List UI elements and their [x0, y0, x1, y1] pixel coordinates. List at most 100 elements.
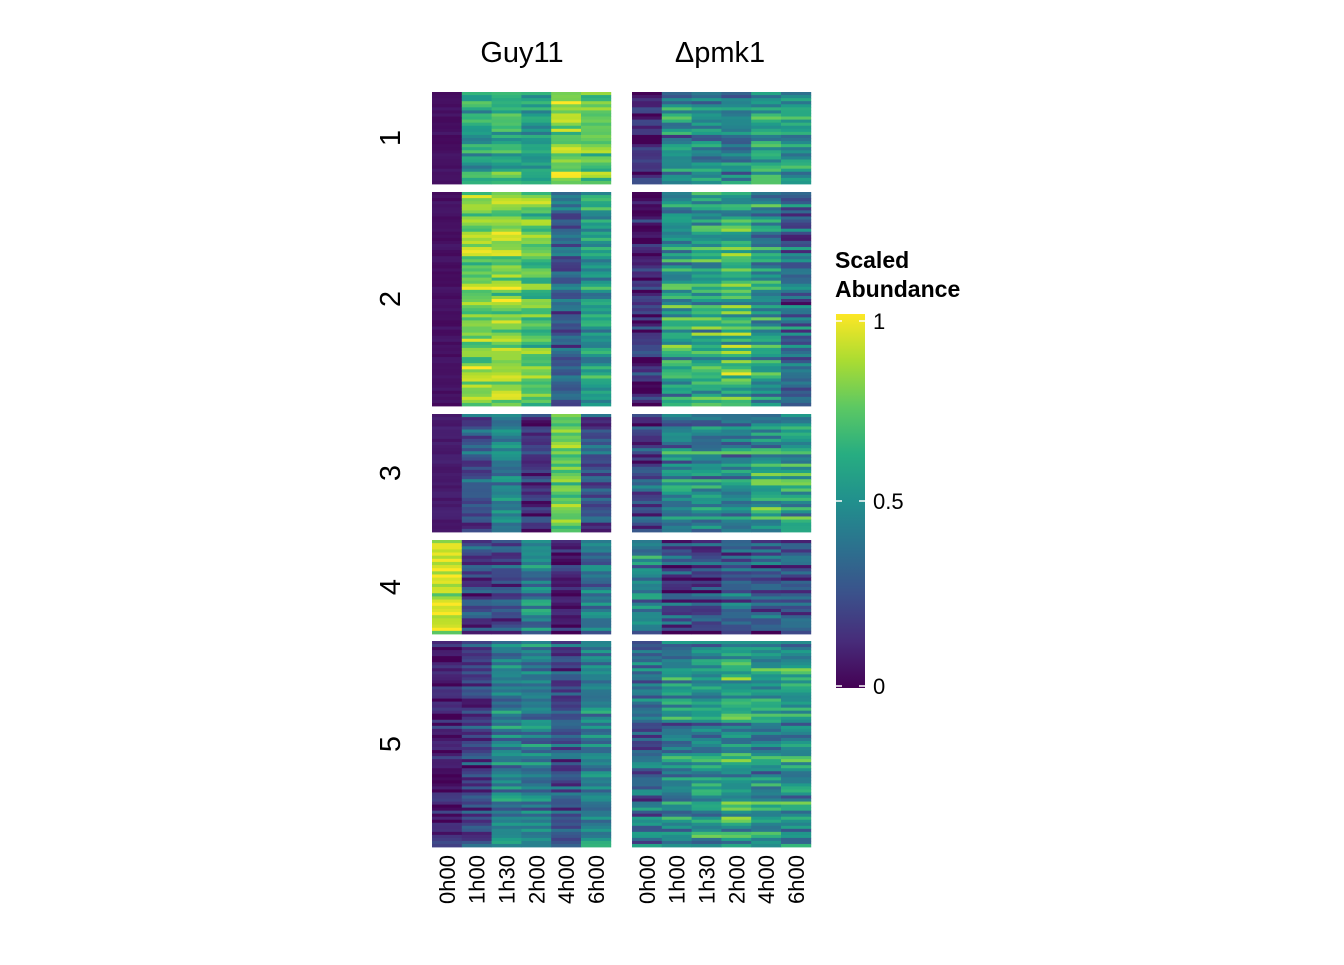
heatmap-cell [751, 289, 782, 294]
heatmap-cell [521, 435, 552, 440]
heatmap-cell [781, 525, 812, 530]
heatmap-cell [521, 650, 552, 654]
heatmap-cell [432, 219, 463, 223]
heatmap-cell [491, 813, 522, 818]
heatmap-cell [691, 338, 722, 343]
heatmap-cell [632, 338, 663, 343]
heatmap-cell [491, 552, 522, 557]
heatmap-cell [691, 192, 722, 196]
heatmap-cell [521, 350, 552, 355]
heatmap-cell [661, 804, 692, 809]
heatmap-cell [751, 596, 782, 600]
heatmap-cell [461, 516, 492, 520]
heatmap-cell [551, 329, 582, 334]
heatmap-cell [521, 420, 552, 424]
heatmap-cell [461, 451, 492, 455]
cluster-label-3: 3 [375, 465, 407, 481]
heatmap-cell [521, 317, 552, 321]
heatmap-cell [751, 831, 782, 836]
legend-tick-label: 0.5 [873, 489, 904, 514]
heatmap-cell [551, 671, 582, 675]
heatmap-cell [461, 283, 492, 288]
heatmap-cell [661, 156, 692, 160]
heatmap-cell [751, 549, 782, 553]
heatmap-cell [432, 722, 463, 727]
heatmap-cell [461, 822, 492, 827]
heatmap-cell [661, 216, 692, 220]
heatmap-cell [721, 350, 752, 355]
heatmap-cell [632, 134, 663, 139]
heatmap-cell [551, 704, 582, 709]
heatmap-cell [521, 125, 552, 130]
heatmap-cell [581, 95, 612, 99]
heatmap-cell [491, 491, 522, 496]
heatmap-cell [691, 798, 722, 802]
heatmap-cell [581, 612, 612, 616]
heatmap-cell [521, 540, 552, 544]
heatmap-cell [691, 756, 722, 760]
heatmap-cell [521, 519, 552, 524]
heatmap-cell [721, 344, 752, 349]
heatmap-cell [721, 228, 752, 233]
heatmap-cell [432, 98, 463, 102]
heatmap-cell [661, 789, 692, 793]
heatmap-cell [691, 231, 722, 236]
heatmap-cell [632, 250, 663, 254]
heatmap-cell [632, 593, 663, 597]
heatmap-cell [551, 804, 582, 809]
heatmap-cell [691, 753, 722, 757]
heatmap-cell [632, 308, 663, 312]
heatmap-cell [461, 561, 492, 566]
heatmap-cell [781, 174, 812, 179]
heatmap-cell [551, 104, 582, 108]
heatmap-cell [632, 707, 663, 712]
heatmap-cell [632, 843, 663, 848]
heatmap-cell [521, 683, 552, 687]
heatmap-cell [661, 744, 692, 748]
heatmap-cell [721, 262, 752, 266]
heatmap-cell [551, 783, 582, 787]
heatmap-cell [491, 119, 522, 124]
heatmap-cell [491, 441, 522, 446]
heatmap-cell [781, 138, 812, 142]
heatmap-cell [581, 219, 612, 223]
heatmap-cell [721, 834, 752, 839]
cluster-label-4: 4 [375, 579, 407, 595]
heatmap-cell [491, 159, 522, 163]
heatmap-cell [661, 777, 692, 781]
heatmap-cell [781, 816, 812, 821]
heatmap-cell [751, 608, 782, 613]
heatmap-cell [491, 116, 522, 120]
heatmap-cell [632, 549, 663, 553]
heatmap-cell [691, 479, 722, 483]
heatmap-cell [632, 813, 663, 818]
heatmap-cell [432, 228, 463, 233]
heatmap-cell [691, 201, 722, 205]
heatmap-cell [521, 608, 552, 613]
heatmap-cell [781, 516, 812, 520]
heatmap-cell [432, 454, 463, 458]
heatmap-cell [432, 671, 463, 675]
heatmap-cell [721, 335, 752, 340]
heatmap-cell [751, 131, 782, 136]
heatmap-cell [721, 580, 752, 585]
heatmap-cell [632, 341, 663, 346]
heatmap-cell [721, 174, 752, 179]
heatmap-cell [781, 593, 812, 597]
heatmap-cell [721, 243, 752, 248]
heatmap-cell [491, 653, 522, 657]
heatmap-cell [691, 561, 722, 566]
heatmap-cell [721, 390, 752, 395]
heatmap-cell [691, 168, 722, 173]
heatmap-cell [581, 98, 612, 102]
heatmap-cell [691, 662, 722, 666]
heatmap-cell [661, 500, 692, 505]
heatmap-cell [432, 311, 463, 315]
heatmap-cell [691, 369, 722, 373]
heatmap-cell [691, 540, 722, 544]
heatmap-cell [751, 583, 782, 588]
heatmap-cell [781, 621, 812, 625]
heatmap-cell [491, 695, 522, 699]
heatmap-cell [581, 716, 612, 721]
heatmap-cell [691, 283, 722, 288]
